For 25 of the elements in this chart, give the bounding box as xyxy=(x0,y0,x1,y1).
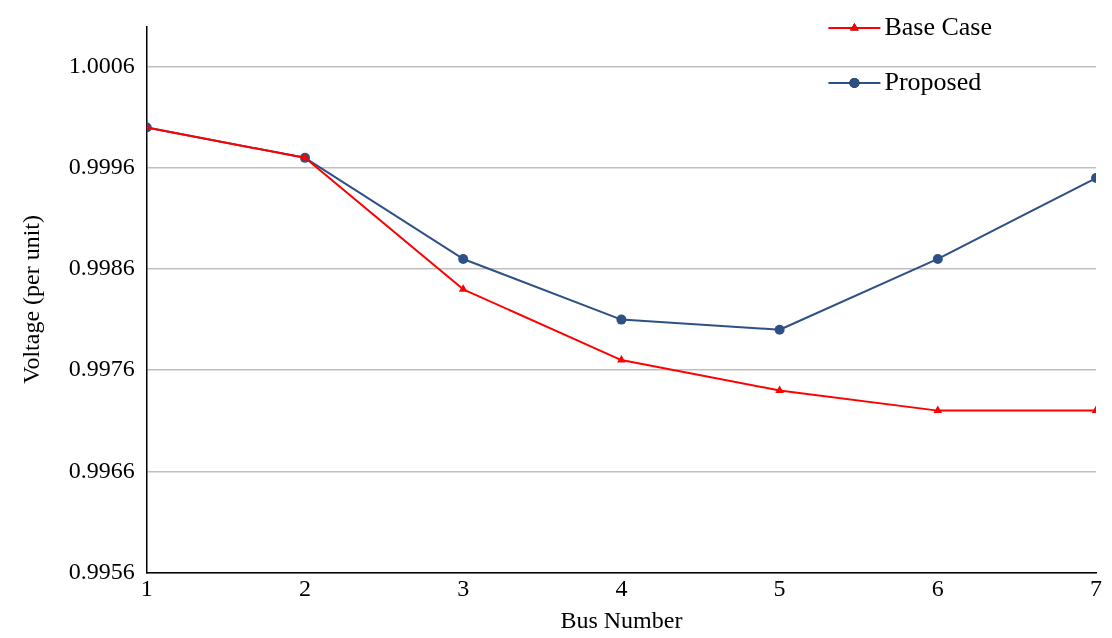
x-tick-label: 2 xyxy=(299,575,311,602)
point xyxy=(458,284,468,292)
x-tick-label: 5 xyxy=(773,575,786,602)
y-axis-title: Voltage (per unit) xyxy=(17,214,44,384)
y-tick-label: 1.0006 xyxy=(68,52,135,79)
x-tick-label: 4 xyxy=(615,575,628,602)
legend-label: Proposed xyxy=(884,66,982,96)
x-tick-label: 1 xyxy=(140,575,153,602)
point xyxy=(933,405,943,414)
x-axis-title: Bus Number xyxy=(560,606,683,633)
x-tick-label: 6 xyxy=(931,575,944,602)
y-tick-label: 0.9996 xyxy=(68,153,135,180)
point xyxy=(775,385,784,393)
point xyxy=(616,314,627,325)
x-tick-label: 3 xyxy=(457,575,470,602)
point xyxy=(617,355,626,363)
y-tick-label: 0.9966 xyxy=(68,456,135,483)
point xyxy=(774,324,785,335)
legend-label: Base Case xyxy=(884,11,993,41)
point xyxy=(932,253,943,264)
point xyxy=(458,253,469,264)
y-tick-label: 0.9976 xyxy=(68,355,135,382)
y-tick-label: 0.9986 xyxy=(68,254,135,281)
x-tick-label: 7 xyxy=(1090,575,1102,602)
y-tick-label: 0.9956 xyxy=(68,557,135,584)
